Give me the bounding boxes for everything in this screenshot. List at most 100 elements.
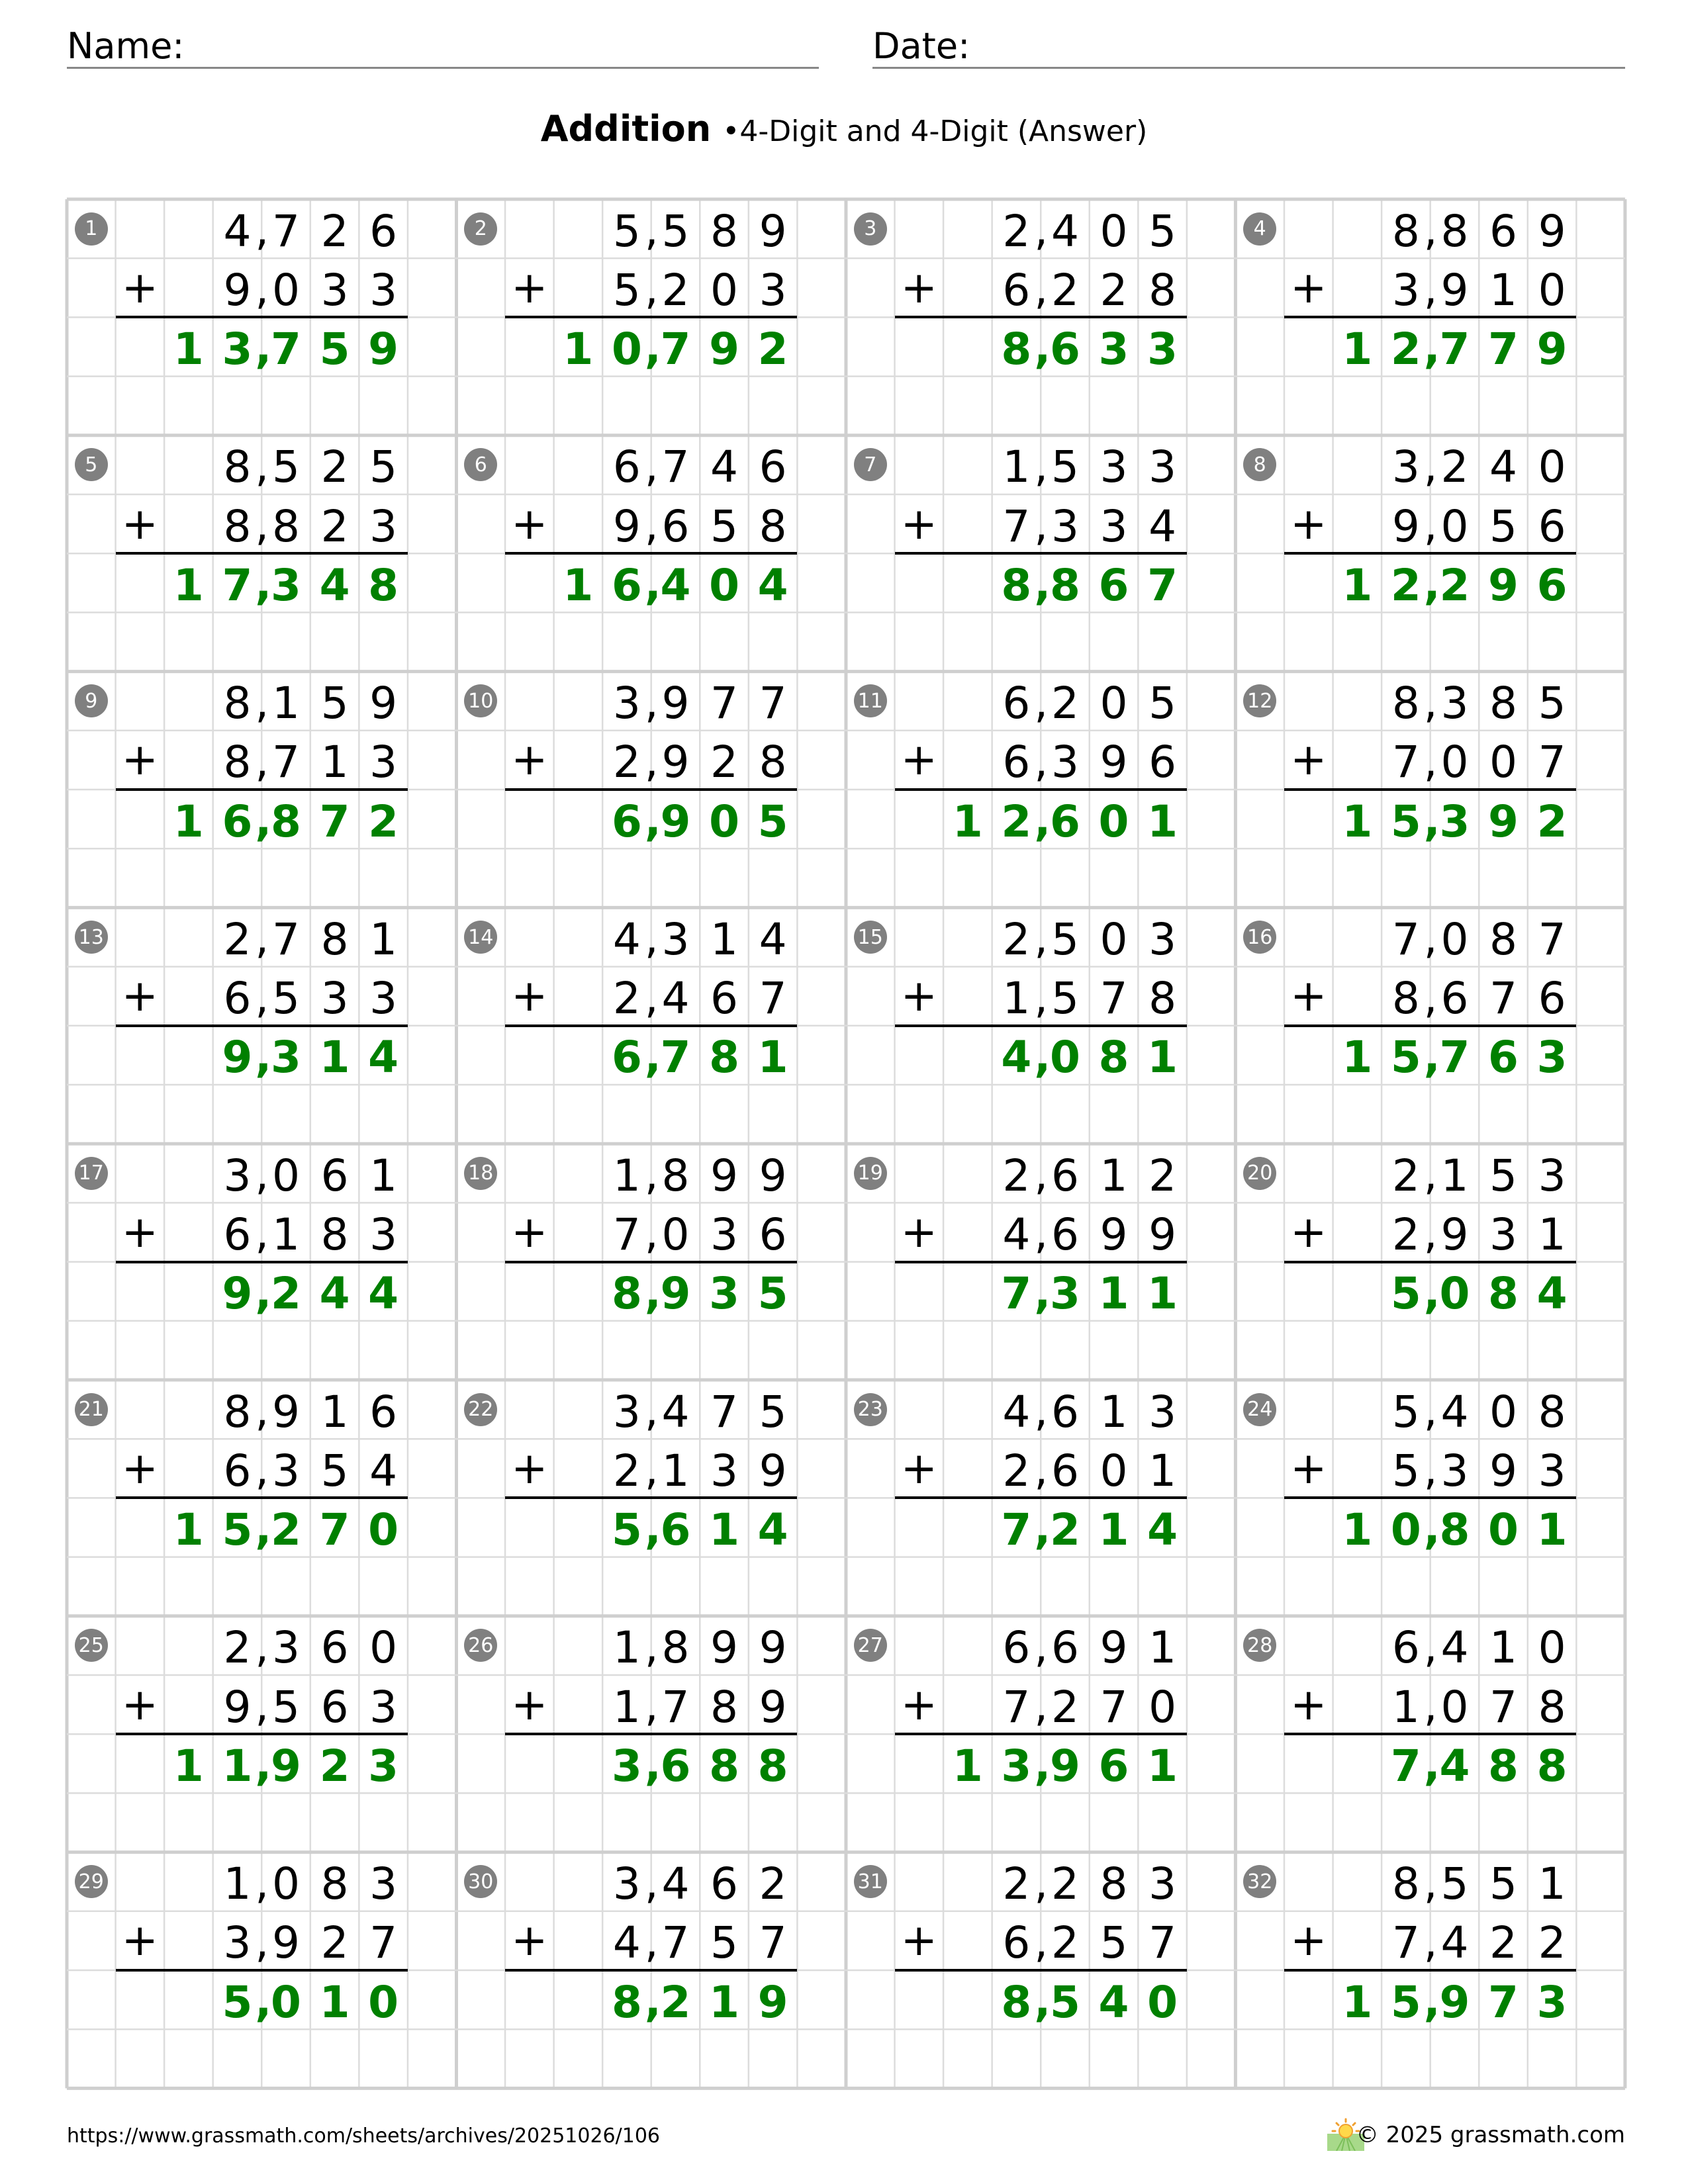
addend-digit: 2 [1002,913,1031,965]
answer-digit: 6 [1098,559,1129,611]
answer-digit: 7 [1001,1504,1032,1555]
answer-digit: 4 [1536,1268,1568,1320]
problem-number-badge: 21 [74,1392,108,1426]
answer-digit: 1 [1147,796,1178,847]
thousands-comma: , [255,972,269,1023]
addend-digit: 2 [1051,1858,1079,1910]
thousands-comma: , [1423,676,1438,728]
sum-line [894,1969,1187,1972]
answer-digit: 5 [1390,1976,1421,2028]
addend-digit: 0 [1149,1681,1177,1733]
addend-digit: 0 [1440,913,1469,965]
answer-digit: 3 [1049,1268,1080,1320]
addend-digit: 6 [1538,500,1566,552]
answer-digit: 9 [1439,1976,1470,2028]
sum-line [115,552,408,555]
answer-digit: 2 [368,796,399,847]
answer-digit: 8 [1536,1740,1568,1792]
sum-line [115,1260,408,1263]
addend-digit: 7 [1391,913,1420,965]
answer-digit: 8 [611,1976,642,2028]
addend-digit: 6 [1002,264,1031,316]
addend-digit: 0 [1100,1445,1128,1496]
answer-digit: 6 [611,1032,642,1083]
addend-digit: 8 [1391,1858,1420,1910]
addend-digit: 6 [1391,1622,1420,1674]
addend-digit: 3 [1051,737,1079,788]
thousands-comma: , [1423,1444,1438,1496]
thousands-comma: , [1034,735,1049,787]
addend-digit: 1 [369,1150,398,1201]
addend-digit: 8 [1391,205,1420,257]
plus-sign: + [1290,498,1327,549]
addend-digit: 1 [710,913,739,965]
sun-over-grass-icon [1327,2118,1364,2151]
thousands-comma: , [644,972,659,1023]
addend-digit: 2 [1002,205,1031,257]
thousands-comma: , [1034,1503,1051,1555]
addend-digit: 2 [1051,678,1079,729]
answer-digit: 8 [1001,323,1032,375]
sum-line [1284,1969,1577,1972]
sum-line [894,552,1187,555]
thousands-comma: , [1034,1385,1049,1436]
plus-sign: + [511,261,548,313]
thousands-comma: , [644,1621,659,1672]
addend-digit: 7 [272,913,300,965]
problem-number-badge: 20 [1243,1156,1277,1190]
answer-digit: 4 [660,559,691,611]
answer-digit: 1 [222,1740,253,1792]
addend-digit: 3 [1489,1208,1517,1260]
addend-digit: 1 [612,1150,641,1201]
sum-line [1284,552,1577,555]
addend-digit: 3 [612,678,641,729]
addend-digit: 3 [1100,441,1128,493]
answer-digit: 9 [757,1976,788,2028]
answer-digit: 0 [1439,1268,1470,1320]
addend-digit: 3 [272,1445,300,1496]
addend-digit: 4 [1440,1917,1469,1969]
addend-digit: 3 [320,264,349,316]
answer-digit: 4 [757,559,788,611]
sum-line [894,1260,1187,1263]
date-line[interactable] [872,67,1625,69]
answer-digit: 4 [1001,1032,1032,1083]
addend-digit: 5 [272,1681,300,1733]
addend-digit: 2 [1538,1917,1566,1969]
thousands-comma: , [644,1916,659,1968]
addend-digit: 0 [369,1622,398,1674]
plus-sign: + [900,1678,937,1730]
addend-digit: 6 [1149,737,1177,788]
answer-digit: 7 [222,559,253,611]
date-label: Date: [872,25,970,67]
plus-sign: + [121,261,158,313]
addend-digit: 8 [1149,973,1177,1024]
addend-digit: 3 [369,1208,398,1260]
addend-digit: 6 [320,1150,349,1201]
problem-number-badge: 5 [74,448,108,482]
addend-digit: 0 [272,1858,300,1910]
addend-digit: 2 [1440,441,1469,493]
sum-line [505,1969,798,1972]
answer-digit: 4 [757,1504,788,1555]
answer-digit: 2 [271,1504,301,1555]
addend-digit: 4 [1440,1622,1469,1674]
thousands-comma: , [1423,1385,1438,1436]
addend-digit: 6 [759,1208,787,1260]
answer-digit: 5 [1049,1976,1080,2028]
answer-digit: 2 [1536,796,1568,847]
answer-digit: 2 [660,1976,691,2028]
addend-digit: 8 [272,500,300,552]
addend-digit: 1 [1538,1208,1566,1260]
answer-digit: 0 [1147,1976,1178,2028]
addend-digit: 6 [661,500,690,552]
addend-digit: 6 [1440,973,1469,1024]
name-line[interactable] [67,67,819,69]
thousands-comma: , [1423,1267,1440,1318]
thousands-comma: , [1423,1621,1438,1672]
addend-digit: 1 [1149,1622,1177,1674]
addend-digit: 7 [759,1917,787,1969]
plus-sign: + [900,261,937,313]
addend-digit: 1 [1440,1150,1469,1201]
addend-digit: 8 [661,1622,690,1674]
